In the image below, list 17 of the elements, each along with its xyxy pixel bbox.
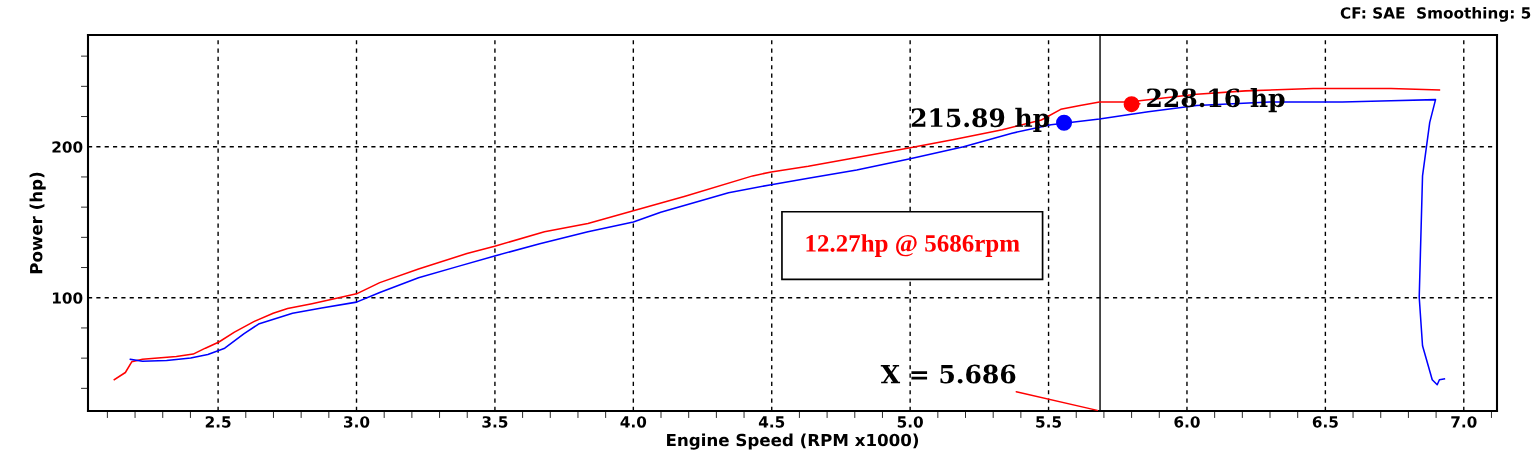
x-tick-label: 4.0: [620, 416, 647, 428]
x-tick-label: 2.5: [205, 416, 231, 428]
y-tick-label: 100: [52, 292, 83, 304]
y-axis-title: Power (hp): [29, 172, 46, 274]
x-tick-label: 3.0: [344, 416, 370, 428]
annotation: 12.27hp @ 5686rpm: [806, 234, 1020, 257]
y-tick-label: 200: [52, 141, 83, 153]
x-tick-label: 4.5: [758, 416, 785, 428]
x-tick-label: 6.5: [1312, 416, 1338, 428]
x-tick-label: 5.0: [897, 416, 923, 428]
x-axis-title: Engine Speed (RPM x1000): [667, 433, 919, 450]
x-tick-label: 7.0: [1451, 416, 1477, 428]
x-tick-label: 5.5: [1036, 416, 1062, 428]
text: CF: SAE Smoothing: 5: [1340, 6, 1531, 22]
x-tick-label: 3.5: [482, 416, 508, 428]
annotation: X = 5.686: [880, 364, 1016, 384]
x-tick-label: 6.0: [1174, 416, 1200, 428]
